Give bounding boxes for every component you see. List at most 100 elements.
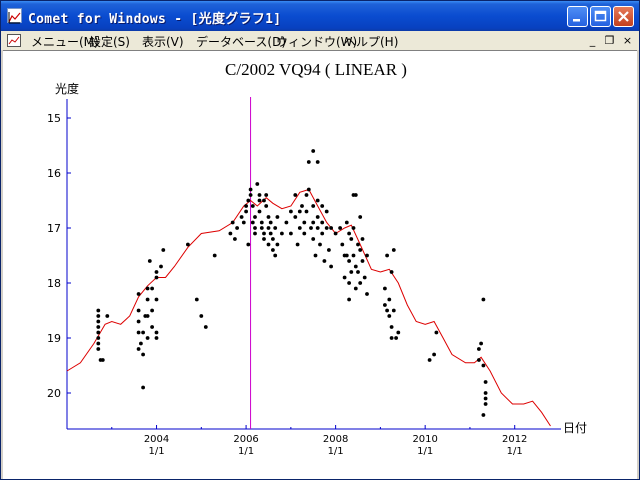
maximize-button[interactable] (590, 6, 611, 27)
observation-point (353, 264, 358, 269)
observation-point (344, 220, 349, 225)
menu-database[interactable]: データベース(D) (196, 35, 287, 49)
observation-point (387, 314, 392, 318)
observation-point (239, 215, 244, 219)
observation-point (212, 253, 217, 258)
observation-point (313, 253, 318, 258)
observation-point (481, 413, 486, 417)
observation-point (383, 303, 387, 307)
observation-point (264, 193, 269, 197)
menu-view[interactable]: 表示(V) (142, 35, 184, 49)
observation-point (304, 209, 309, 214)
observation-point (315, 215, 320, 219)
observation-point (356, 242, 360, 247)
y-tick-label: 19 (47, 332, 61, 345)
observation-point (389, 336, 394, 340)
observation-point (342, 275, 347, 280)
observation-point (253, 231, 257, 236)
app-icon[interactable] (7, 8, 22, 24)
observation-point (362, 275, 367, 280)
observation-point (479, 341, 483, 346)
observation-point (360, 259, 365, 263)
observation-point (340, 242, 345, 247)
close-button[interactable] (613, 6, 634, 27)
observation-point (273, 226, 278, 230)
menu-settings[interactable]: 設定(S) (89, 35, 130, 49)
observation-point (427, 358, 432, 362)
observation-point (302, 220, 307, 225)
observation-point (246, 198, 251, 203)
observation-point (347, 281, 351, 285)
observation-point (154, 330, 159, 335)
observation-point (320, 220, 325, 225)
observation-point (273, 253, 278, 258)
observation-point (434, 330, 439, 335)
observation-point (244, 209, 249, 214)
observation-point (353, 193, 358, 197)
observation-point (266, 242, 271, 247)
observation-point (302, 231, 307, 236)
observation-point (360, 237, 365, 241)
observation-point (324, 226, 329, 230)
observation-point (253, 226, 257, 230)
observation-point (255, 182, 260, 186)
observation-point (136, 319, 141, 324)
observation-point (96, 308, 101, 313)
menu-help[interactable]: ヘルプ(H) (344, 35, 399, 49)
x-tick-year: 2004 (144, 434, 169, 445)
title-bar[interactable]: Comet for Windows - [光度グラフ1] (1, 1, 639, 31)
observation-point (338, 226, 342, 230)
observation-point (250, 220, 255, 225)
observation-point (241, 220, 246, 225)
observation-point (150, 286, 155, 291)
observation-point (358, 281, 363, 285)
observation-point (344, 253, 349, 258)
observation-point (248, 187, 253, 192)
observation-point (306, 187, 311, 192)
observation-point (271, 248, 275, 252)
observation-point (230, 220, 235, 225)
menu-main[interactable]: メニュー(M) (31, 35, 99, 49)
document-icon[interactable] (7, 34, 21, 47)
window-title: Comet for Windows - [光度グラフ1] (28, 12, 282, 27)
mdi-restore-button[interactable]: ❐ (604, 34, 615, 47)
observation-point (315, 160, 320, 164)
observation-point (358, 215, 363, 219)
observation-point (477, 358, 481, 362)
observation-point (295, 242, 300, 247)
observation-point (136, 347, 141, 351)
observation-point (311, 220, 316, 225)
observation-point (347, 231, 351, 236)
magnitude-chart[interactable]: C/2002 VQ94 ( LINEAR ) 光度 日付 15 16 17 18 19 2… (3, 51, 635, 479)
observation-point (96, 336, 101, 340)
observation-point (186, 242, 190, 247)
observation-point (244, 204, 249, 208)
x-tick-year: 2006 (233, 434, 258, 445)
observation-point (275, 242, 280, 247)
observation-point (96, 341, 101, 346)
observation-point (159, 264, 163, 269)
observation-point (141, 330, 146, 335)
menu-bar: メニュー(M) 設定(S) 表示(V) データベース(D) ウィンドウ(W) ヘ… (1, 31, 639, 50)
observation-point (154, 336, 159, 340)
observation-point (333, 231, 338, 236)
observation-point (161, 248, 166, 252)
minimize-button[interactable] (567, 6, 588, 27)
observation-point (483, 396, 488, 401)
observation-point (275, 215, 280, 219)
observation-point (300, 204, 304, 208)
menu-window[interactable]: ウィンドウ(W) (276, 35, 358, 49)
mdi-minimize-button[interactable]: _ (589, 34, 596, 47)
observation-point (257, 198, 262, 203)
observation-point (262, 237, 266, 241)
observation-point (96, 325, 101, 329)
model-curve (66, 188, 551, 427)
mdi-close-button[interactable]: × (622, 34, 633, 47)
observation-point (280, 231, 284, 236)
observation-point (248, 193, 253, 197)
observation-point (150, 325, 155, 329)
observation-point (365, 292, 369, 296)
observation-point (154, 275, 159, 280)
x-tick-year: 2012 (502, 434, 527, 445)
